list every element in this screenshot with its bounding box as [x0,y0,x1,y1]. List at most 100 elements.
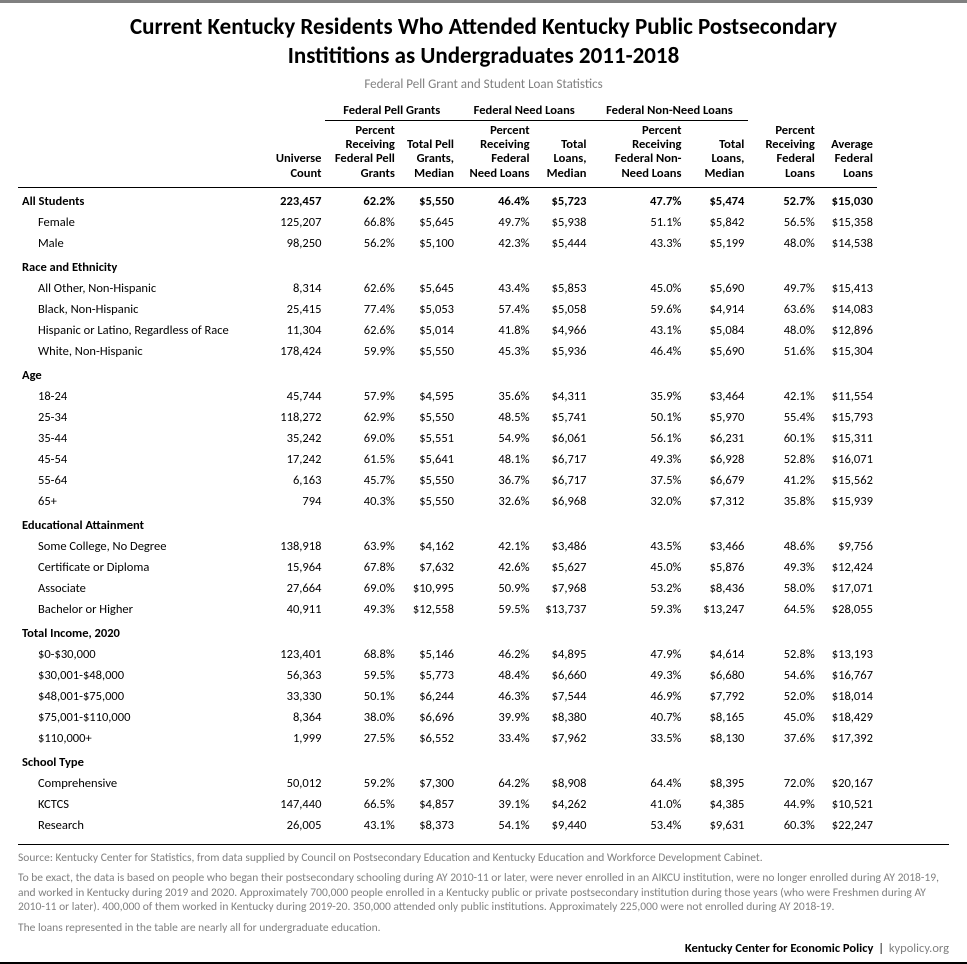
cell [534,254,591,278]
column-header-row: Universe Count Percent Receiving Federal… [18,120,949,188]
cell [748,512,818,536]
cell: 66.8% [325,212,398,233]
cell: 48.0% [748,320,818,341]
cell: $22,247 [819,815,877,836]
table-row: $110,000+1,99927.5%$6,55233.4%$7,96233.5… [18,728,949,749]
cell [325,620,398,644]
cell: $6,696 [399,707,458,728]
table-row: $48,001-$75,00033,33050.1%$6,24446.3%$7,… [18,686,949,707]
cell: 50.9% [458,578,534,599]
cell: $5,645 [399,278,458,299]
cell: $5,853 [534,278,591,299]
cell: 45.3% [458,341,534,362]
cell: $6,552 [399,728,458,749]
row-label: All Students [18,188,268,213]
cell: $5,627 [534,557,591,578]
cell [748,254,818,278]
cell: 67.8% [325,557,398,578]
cell: 56.1% [590,428,685,449]
cell [399,362,458,386]
cell: 47.9% [590,644,685,665]
cell [534,512,591,536]
cell: 25,415 [268,299,325,320]
cell: 62.6% [325,278,398,299]
cell: $6,679 [685,470,748,491]
cell: 61.5% [325,449,398,470]
cell: $5,842 [685,212,748,233]
cell [885,512,893,536]
cell [941,362,949,386]
table-row: Research26,00543.1%$8,37354.1%$9,44053.4… [18,815,949,836]
cell [917,254,925,278]
cell [325,749,398,773]
cell: $15,413 [819,278,877,299]
cell [909,749,917,773]
cell [885,620,893,644]
cell: 45.0% [748,707,818,728]
cell [748,749,818,773]
cell: $6,061 [534,428,591,449]
cell [941,512,949,536]
cell [268,362,325,386]
cell: 54.6% [748,665,818,686]
table-row: Hispanic or Latino, Regardless of Race11… [18,320,949,341]
cell: 62.9% [325,407,398,428]
cell: 69.0% [325,578,398,599]
cell: $15,358 [819,212,877,233]
cell [268,512,325,536]
cell: 46.9% [590,686,685,707]
cell [534,620,591,644]
cell: 6,163 [268,470,325,491]
cell [325,512,398,536]
cell: $4,162 [399,536,458,557]
cell [933,749,941,773]
cell: $5,474 [685,188,748,213]
group-header-pell: Federal Pell Grants [325,100,458,121]
cell: $12,558 [399,599,458,620]
cell [893,512,901,536]
footnote-3: The loans represented in the table are n… [18,921,949,935]
cell [685,620,748,644]
cell: 41.8% [458,320,534,341]
cell: 43.4% [458,278,534,299]
cell: $15,562 [819,470,877,491]
cell [590,254,685,278]
cell: $14,538 [819,233,877,254]
cell [893,254,901,278]
cell [909,620,917,644]
footnote-2: To be exact, the data is based on people… [18,871,949,914]
cell: $6,680 [685,665,748,686]
cell: 33,330 [268,686,325,707]
cell: $8,395 [685,773,748,794]
cell: 45.7% [325,470,398,491]
table-row: 35-4435,24269.0%$5,55154.9%$6,06156.1%$6… [18,428,949,449]
row-label: Hispanic or Latino, Regardless of Race [18,320,268,341]
cell: 59.5% [458,599,534,620]
cell: $15,793 [819,407,877,428]
cell: $5,100 [399,233,458,254]
cell [901,620,909,644]
cell: 46.3% [458,686,534,707]
table-row: Bachelor or Higher40,91149.3%$12,55859.5… [18,599,949,620]
cell [325,254,398,278]
cell [901,512,909,536]
cell [399,749,458,773]
cell [877,512,885,536]
cell: 11,304 [268,320,325,341]
cell: 64.5% [748,599,818,620]
cell [941,254,949,278]
row-label: Some College, No Degree [18,536,268,557]
cell: $5,741 [534,407,591,428]
table-row: KCTCS147,44066.5%$4,85739.1%$4,26241.0%$… [18,794,949,815]
cell: $5,084 [685,320,748,341]
cell: $4,966 [534,320,591,341]
cell: 147,440 [268,794,325,815]
cell [748,362,818,386]
cell [909,512,917,536]
cell: 42.6% [458,557,534,578]
row-label: Educational Attainment [18,512,268,536]
cell: $3,466 [685,536,748,557]
cell: 56.2% [325,233,398,254]
col-header-nonneed-med: Total Loans, Median [685,120,748,188]
row-label: 65+ [18,491,268,512]
